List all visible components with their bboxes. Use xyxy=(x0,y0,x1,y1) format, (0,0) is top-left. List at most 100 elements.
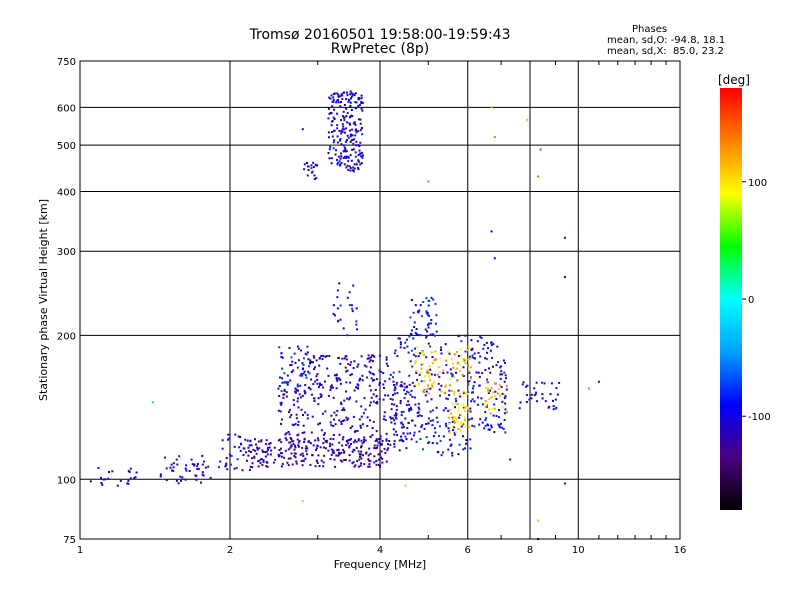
data-point xyxy=(253,456,256,459)
data-point xyxy=(317,403,320,406)
data-point xyxy=(439,371,442,374)
data-point xyxy=(471,391,474,394)
data-point xyxy=(304,447,307,450)
data-point xyxy=(361,133,364,136)
data-point xyxy=(303,441,306,443)
data-point xyxy=(338,160,341,163)
data-point xyxy=(435,314,438,317)
data-point xyxy=(442,435,445,438)
data-point xyxy=(473,352,476,355)
data-point xyxy=(301,500,304,503)
data-point xyxy=(418,309,421,312)
data-point xyxy=(322,386,325,389)
data-point xyxy=(262,460,265,463)
data-point xyxy=(368,465,371,468)
data-point xyxy=(361,442,364,445)
data-point xyxy=(467,406,470,409)
data-point xyxy=(483,427,486,430)
data-point xyxy=(264,451,267,453)
data-point xyxy=(462,390,465,393)
data-point xyxy=(563,276,566,278)
data-point xyxy=(424,328,427,331)
data-point xyxy=(355,323,358,326)
data-point xyxy=(306,345,309,348)
x-axis-ticks: 1 2 4 6 8 10 16 xyxy=(77,61,686,556)
data-point xyxy=(473,425,476,428)
data-point xyxy=(258,447,261,450)
data-point xyxy=(465,358,468,361)
data-point xyxy=(471,354,474,357)
y-tick-label: 100 xyxy=(57,475,76,486)
data-point xyxy=(373,355,376,358)
data-point xyxy=(446,398,449,401)
data-point xyxy=(165,467,168,470)
data-point xyxy=(315,177,318,180)
data-point xyxy=(440,384,443,387)
data-point xyxy=(468,371,471,374)
data-point xyxy=(368,360,371,363)
data-point xyxy=(477,371,480,374)
data-point xyxy=(279,376,281,379)
data-point xyxy=(368,463,371,466)
data-point xyxy=(330,384,333,387)
data-point xyxy=(432,298,435,301)
data-point xyxy=(416,352,419,355)
data-point xyxy=(499,365,502,368)
data-point xyxy=(237,435,240,438)
data-point xyxy=(485,358,488,361)
data-point xyxy=(229,463,232,466)
data-point xyxy=(349,93,352,96)
data-point xyxy=(184,467,187,470)
data-point xyxy=(351,425,354,428)
data-point xyxy=(301,446,304,449)
data-point xyxy=(452,418,454,421)
data-point xyxy=(451,451,454,454)
data-point xyxy=(457,453,460,456)
data-point xyxy=(465,439,468,441)
data-point xyxy=(351,148,354,151)
data-point xyxy=(332,386,334,389)
data-point xyxy=(459,423,462,426)
data-point xyxy=(470,400,473,403)
data-point xyxy=(418,382,421,385)
data-point xyxy=(393,384,395,386)
data-point xyxy=(378,398,381,401)
data-point xyxy=(339,382,342,385)
data-point xyxy=(490,424,493,427)
data-point xyxy=(555,387,558,389)
data-point xyxy=(306,162,309,164)
data-point xyxy=(392,371,395,374)
data-point xyxy=(317,439,320,442)
data-point xyxy=(337,319,340,322)
data-point xyxy=(200,481,202,484)
data-point xyxy=(488,367,490,370)
data-point xyxy=(369,372,372,375)
data-point xyxy=(325,355,328,357)
data-point xyxy=(336,296,339,299)
data-point xyxy=(351,310,354,313)
data-point xyxy=(547,406,550,409)
data-point xyxy=(352,367,355,369)
data-point xyxy=(240,442,243,445)
data-point xyxy=(312,361,314,364)
data-point xyxy=(409,432,412,435)
data-point xyxy=(170,463,173,466)
data-point xyxy=(340,93,343,96)
data-point xyxy=(302,357,305,360)
data-point xyxy=(289,446,292,449)
data-point xyxy=(482,347,485,350)
data-point xyxy=(372,400,375,403)
data-point xyxy=(427,376,430,379)
data-point xyxy=(244,438,247,441)
data-point xyxy=(333,458,336,461)
data-point xyxy=(339,157,342,160)
data-point xyxy=(528,398,531,401)
data-point xyxy=(481,403,484,406)
data-point xyxy=(453,353,456,356)
data-point xyxy=(393,414,396,417)
data-point xyxy=(345,358,348,361)
data-point xyxy=(193,463,196,466)
data-point xyxy=(221,439,224,442)
data-point xyxy=(454,421,456,424)
data-point xyxy=(554,407,557,410)
